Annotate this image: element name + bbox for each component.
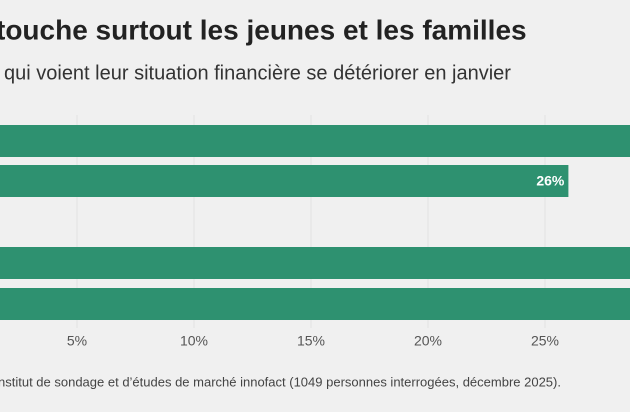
- bar: [0, 288, 630, 320]
- x-tick-label: 5%: [67, 333, 87, 349]
- chart-title: touche surtout les jeunes et les famille…: [0, 14, 527, 45]
- x-tick-label: 20%: [414, 333, 442, 349]
- bar: [0, 125, 630, 157]
- x-tick-label: 10%: [180, 333, 208, 349]
- x-tick-label: 25%: [531, 333, 559, 349]
- value-label: 26%: [536, 173, 565, 189]
- source-note: nstitut de sondage et d’études de marché…: [0, 374, 561, 389]
- bar: [0, 165, 569, 197]
- bar: [0, 247, 630, 279]
- x-tick-label: 15%: [297, 333, 325, 349]
- chart-subtitle: qui voient leur situation financière se …: [4, 62, 511, 84]
